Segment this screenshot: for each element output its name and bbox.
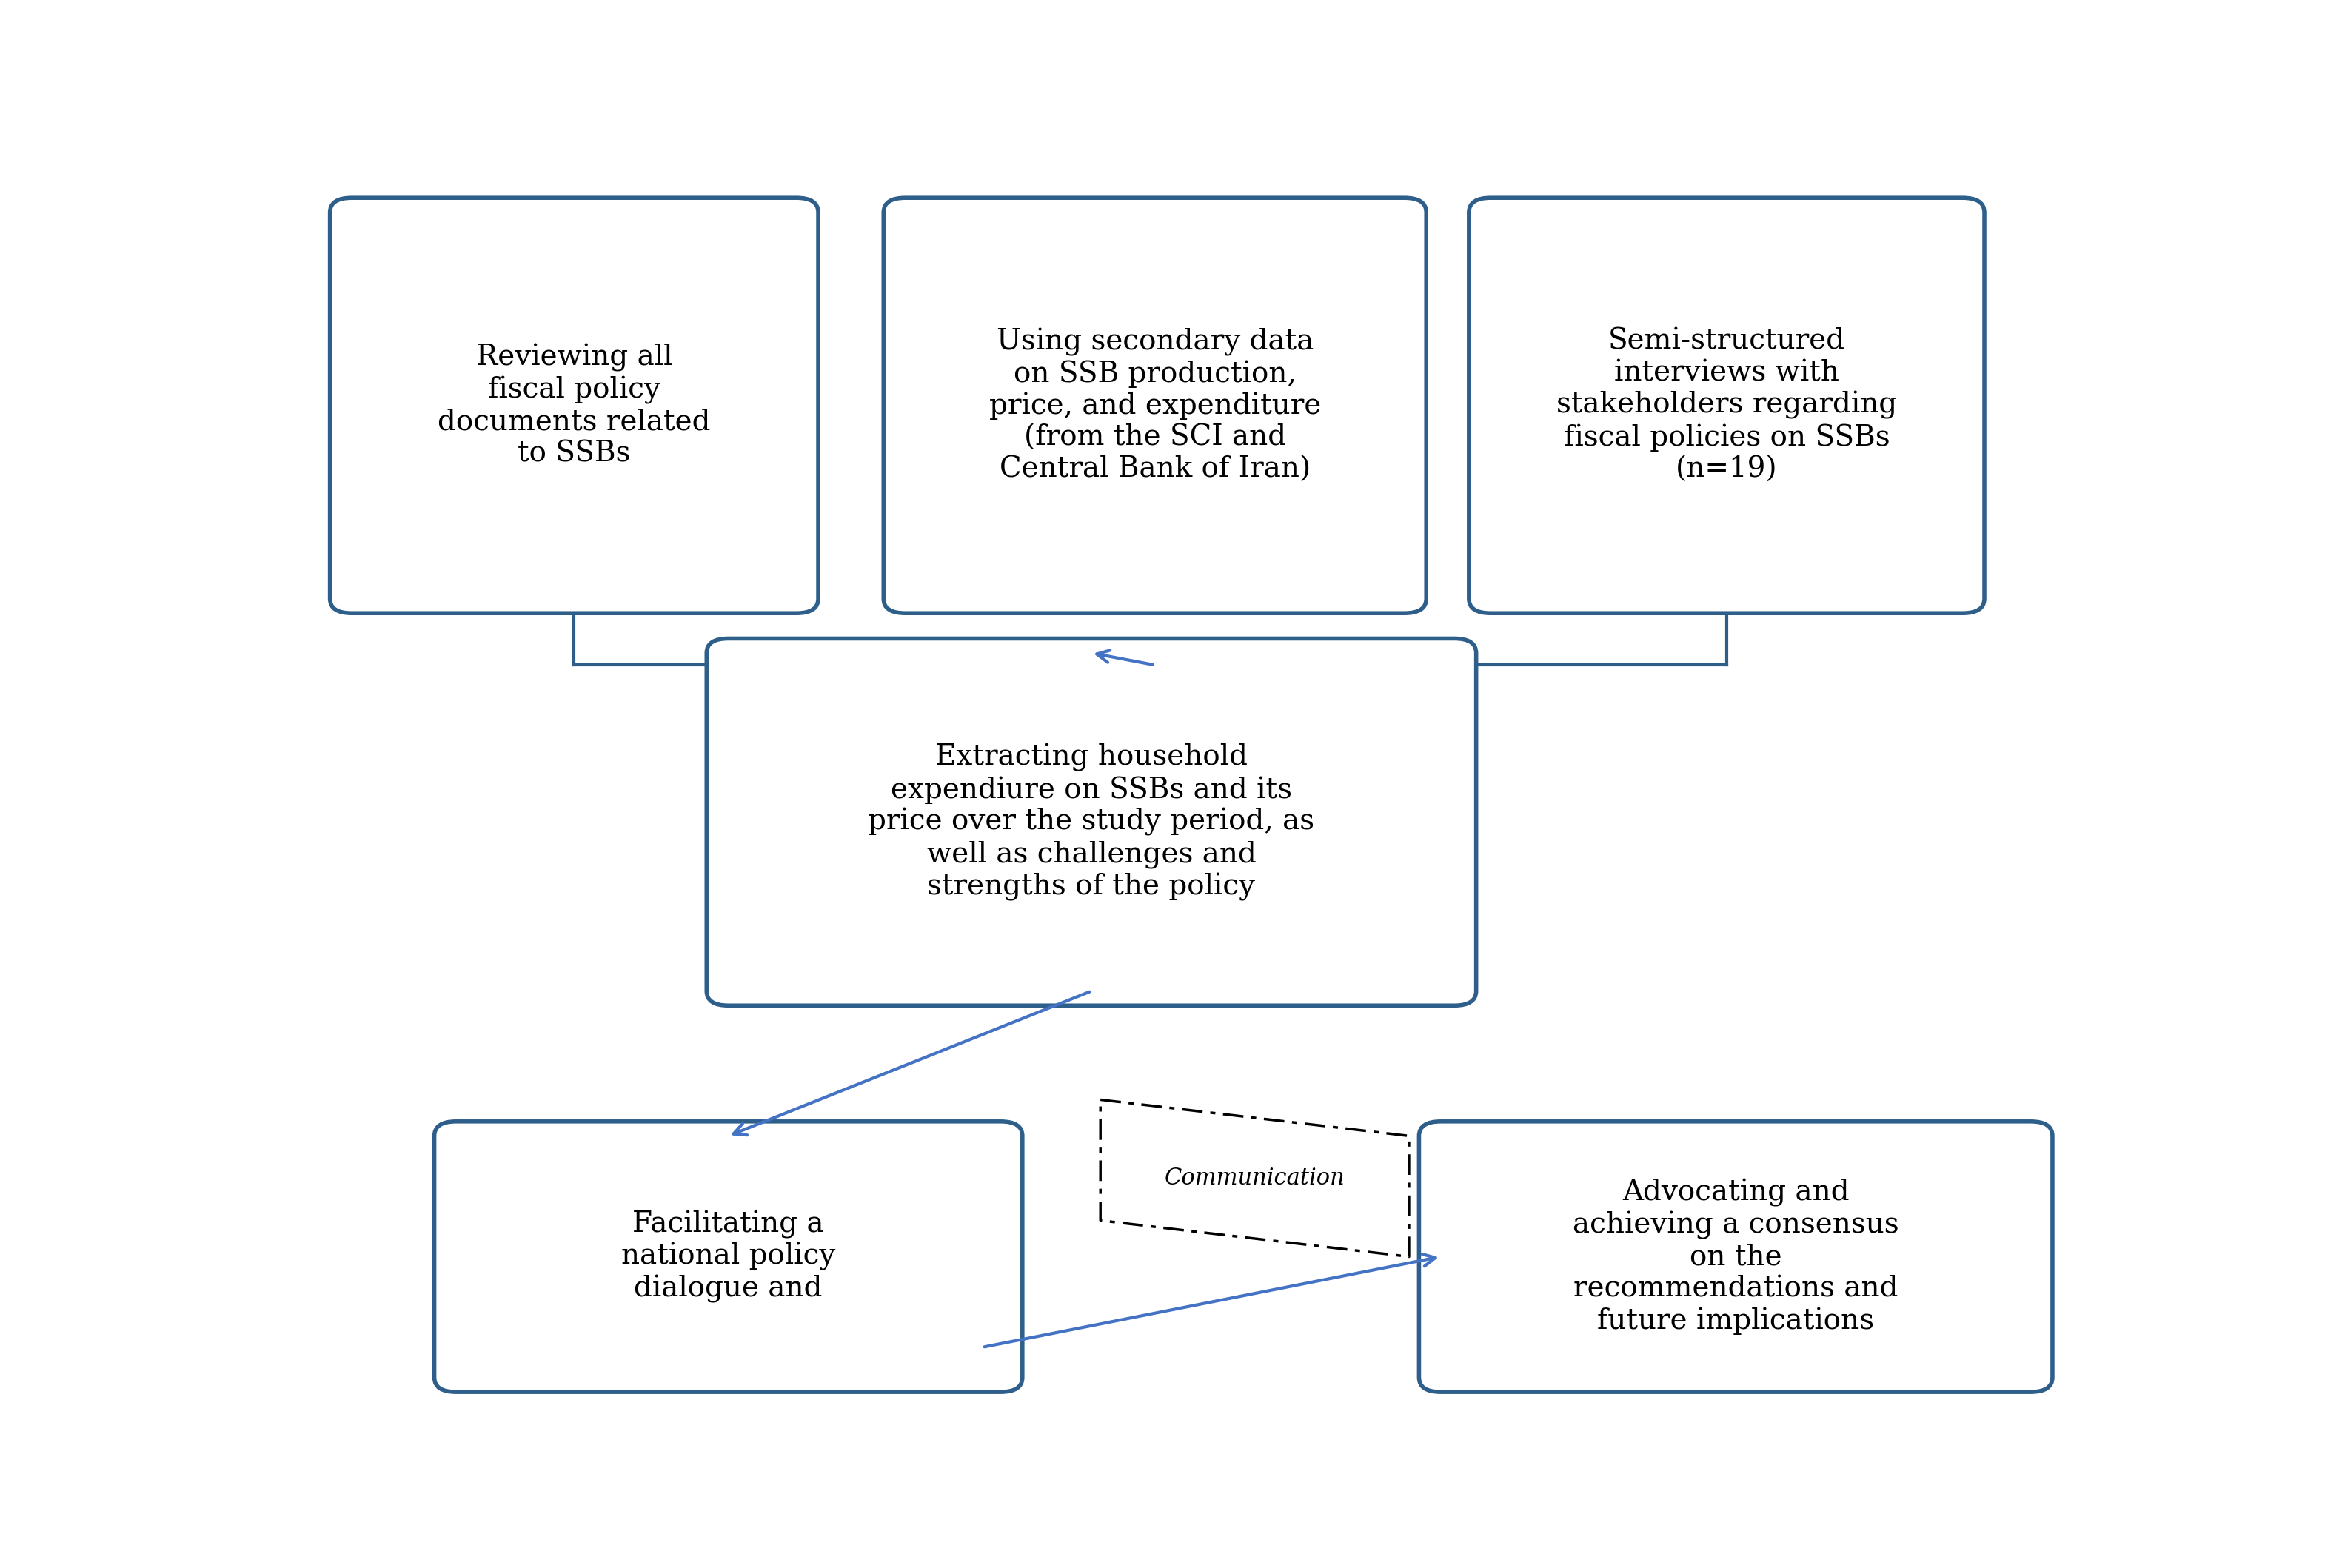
FancyBboxPatch shape	[1419, 1121, 2052, 1392]
Text: Communication: Communication	[1164, 1167, 1344, 1190]
FancyBboxPatch shape	[330, 198, 817, 613]
Text: Extracting household
expendiure on SSBs and its
price over the study period, as
: Extracting household expendiure on SSBs …	[869, 743, 1314, 900]
FancyBboxPatch shape	[707, 638, 1475, 1005]
Text: Advocating and
achieving a consensus
on the
recommendations and
future implicati: Advocating and achieving a consensus on …	[1571, 1179, 1899, 1334]
FancyBboxPatch shape	[883, 198, 1426, 613]
Text: Facilitating a
national policy
dialogue and: Facilitating a national policy dialogue …	[621, 1210, 836, 1303]
FancyBboxPatch shape	[433, 1121, 1023, 1392]
FancyBboxPatch shape	[1468, 198, 1984, 613]
Text: Reviewing all
fiscal policy
documents related
to SSBs: Reviewing all fiscal policy documents re…	[438, 343, 710, 467]
Text: Using secondary data
on SSB production,
price, and expenditure
(from the SCI and: Using secondary data on SSB production, …	[988, 328, 1321, 483]
Text: Semi-structured
interviews with
stakeholders regarding
fiscal policies on SSBs
(: Semi-structured interviews with stakehol…	[1555, 328, 1897, 483]
